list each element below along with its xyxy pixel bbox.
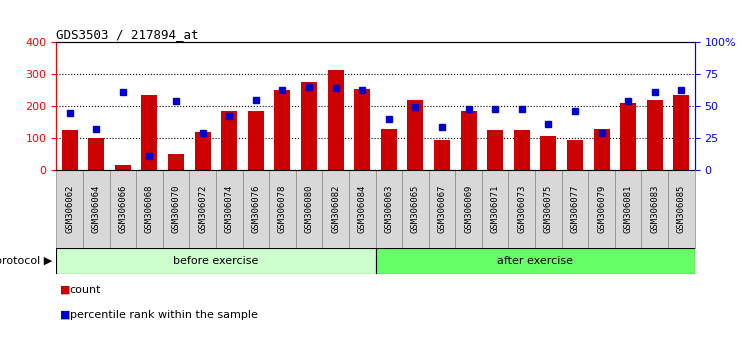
Bar: [322, 170, 349, 248]
Bar: [136, 170, 163, 248]
Bar: [110, 170, 136, 248]
Text: GSM306078: GSM306078: [278, 185, 287, 233]
Text: GSM306075: GSM306075: [544, 185, 553, 233]
Bar: [487, 130, 503, 170]
Bar: [296, 170, 322, 248]
Bar: [354, 89, 370, 170]
Bar: [647, 100, 663, 170]
Text: GSM306079: GSM306079: [597, 185, 606, 233]
Text: GSM306077: GSM306077: [571, 185, 580, 233]
Text: GSM306069: GSM306069: [464, 185, 473, 233]
Text: percentile rank within the sample: percentile rank within the sample: [70, 310, 258, 320]
Text: GSM306073: GSM306073: [517, 185, 526, 233]
Bar: [593, 129, 610, 170]
Text: GSM306076: GSM306076: [252, 185, 261, 233]
Text: GSM306068: GSM306068: [145, 185, 154, 233]
Bar: [274, 90, 291, 170]
Text: protocol ▶: protocol ▶: [0, 256, 53, 266]
Text: GSM306063: GSM306063: [385, 185, 394, 233]
Bar: [508, 170, 535, 248]
Bar: [615, 170, 641, 248]
Bar: [668, 170, 695, 248]
Text: after exercise: after exercise: [497, 256, 573, 266]
Bar: [460, 111, 477, 170]
Bar: [168, 154, 184, 170]
Bar: [562, 170, 588, 248]
Bar: [195, 132, 210, 170]
Bar: [482, 170, 508, 248]
Bar: [434, 139, 450, 170]
Bar: [141, 95, 158, 170]
Bar: [83, 170, 110, 248]
Bar: [243, 170, 269, 248]
Text: GSM306065: GSM306065: [411, 185, 420, 233]
Bar: [455, 170, 482, 248]
Text: GSM306085: GSM306085: [677, 185, 686, 233]
Text: GSM306080: GSM306080: [304, 185, 313, 233]
Bar: [56, 248, 376, 274]
Text: GSM306083: GSM306083: [650, 185, 659, 233]
Bar: [115, 165, 131, 170]
Bar: [541, 136, 556, 170]
Bar: [620, 103, 636, 170]
Bar: [269, 170, 296, 248]
Text: count: count: [70, 285, 101, 295]
Text: GSM306082: GSM306082: [331, 185, 340, 233]
Bar: [327, 70, 344, 170]
Bar: [588, 170, 615, 248]
Bar: [429, 170, 455, 248]
Text: GSM306074: GSM306074: [225, 185, 234, 233]
Bar: [89, 138, 104, 170]
Text: GSM306066: GSM306066: [119, 185, 128, 233]
Bar: [402, 170, 429, 248]
Bar: [376, 248, 695, 274]
Bar: [62, 130, 77, 170]
Bar: [567, 139, 583, 170]
Text: GDS3503 / 217894_at: GDS3503 / 217894_at: [56, 28, 199, 41]
Bar: [381, 129, 397, 170]
Bar: [216, 170, 243, 248]
Text: GSM306071: GSM306071: [490, 185, 499, 233]
Text: GSM306072: GSM306072: [198, 185, 207, 233]
Text: GSM306070: GSM306070: [171, 185, 180, 233]
Bar: [189, 170, 216, 248]
Bar: [248, 111, 264, 170]
Bar: [222, 111, 237, 170]
Bar: [535, 170, 562, 248]
Bar: [349, 170, 376, 248]
Text: before exercise: before exercise: [173, 256, 258, 266]
Bar: [674, 95, 689, 170]
Text: GSM306084: GSM306084: [357, 185, 366, 233]
Bar: [163, 170, 189, 248]
Bar: [408, 100, 424, 170]
Text: GSM306064: GSM306064: [92, 185, 101, 233]
Text: GSM306081: GSM306081: [623, 185, 632, 233]
Bar: [641, 170, 668, 248]
Text: GSM306067: GSM306067: [438, 185, 447, 233]
Text: ■: ■: [60, 310, 71, 320]
Text: ■: ■: [60, 285, 71, 295]
Text: GSM306062: GSM306062: [65, 185, 74, 233]
Bar: [376, 170, 402, 248]
Bar: [514, 130, 529, 170]
Bar: [56, 170, 83, 248]
Bar: [301, 82, 317, 170]
